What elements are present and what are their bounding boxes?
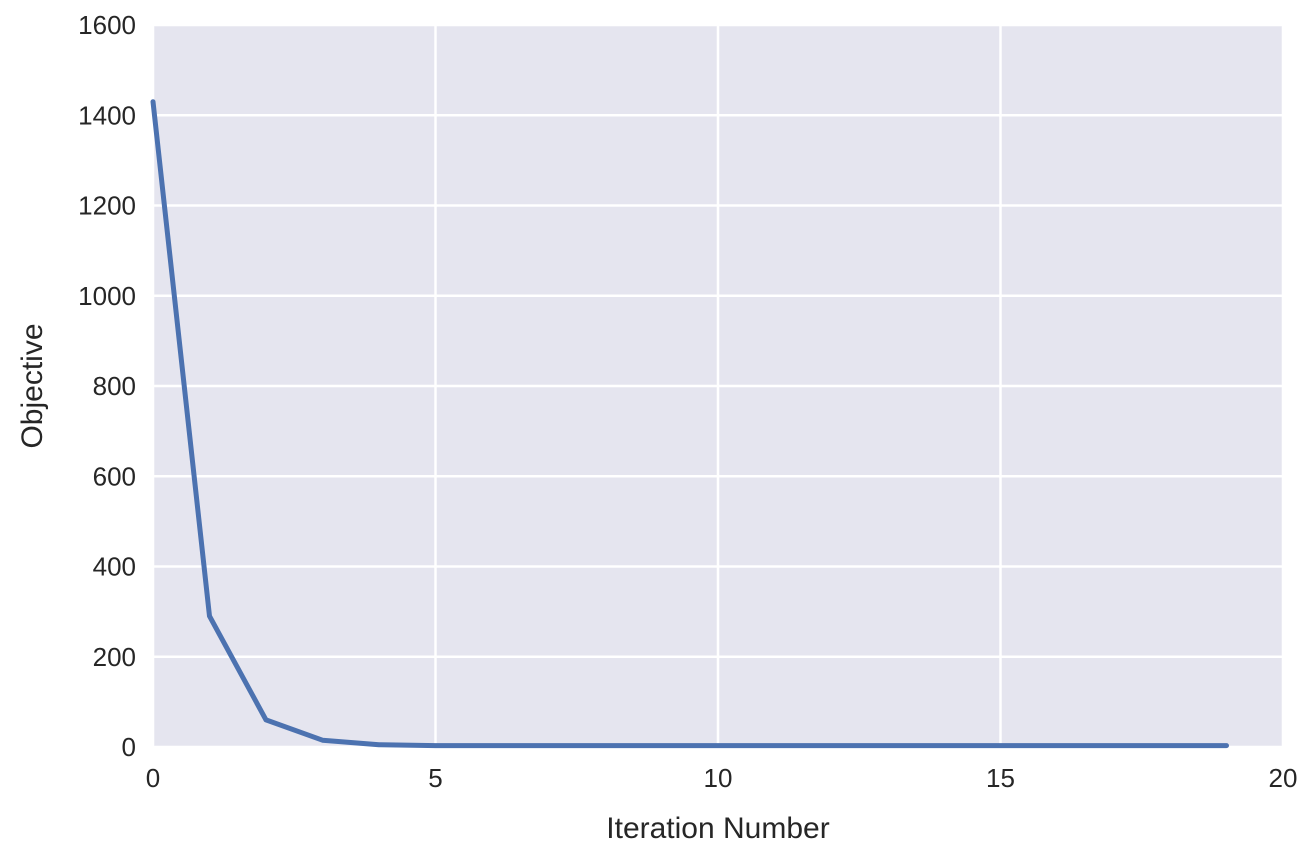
y-tick-label: 1000 — [78, 281, 136, 311]
y-tick-label: 800 — [93, 371, 136, 401]
x-tick-label: 20 — [1269, 763, 1298, 793]
y-tick-label: 1400 — [78, 100, 136, 130]
y-tick-label: 600 — [93, 461, 136, 491]
y-tick-label: 1600 — [78, 10, 136, 40]
grid-lines — [151, 23, 1285, 749]
x-axis-label: Iteration Number — [606, 812, 829, 842]
series-layer — [150, 99, 1229, 749]
y-tick-label: 200 — [93, 642, 136, 672]
series-line — [150, 99, 1229, 749]
y-axis-label: Objective — [16, 323, 49, 448]
y-tick-label: 1200 — [78, 191, 136, 221]
x-tick-label: 5 — [428, 763, 442, 793]
x-tick-label: 15 — [986, 763, 1015, 793]
x-tick-label: 0 — [146, 763, 160, 793]
y-tick-label: 400 — [93, 552, 136, 582]
x-tick-label: 10 — [704, 763, 733, 793]
y-tick-label: 0 — [122, 732, 136, 762]
